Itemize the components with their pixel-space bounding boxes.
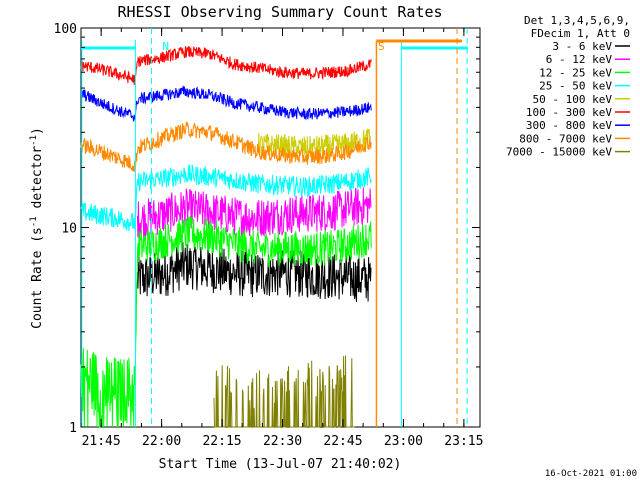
legend-entry-label: 3 - 6 keV	[552, 40, 612, 53]
legend-entry-label: 6 - 12 keV	[546, 53, 613, 66]
y-tick-label: 100	[54, 22, 77, 37]
series-line	[80, 164, 372, 232]
series-line	[257, 128, 372, 159]
legend-header: FDecim 1, Att 0	[531, 27, 630, 40]
y-label-mid: detector	[30, 146, 45, 217]
legend-entry-label: 800 - 7000 keV	[519, 132, 612, 145]
series-line	[80, 46, 372, 86]
x-tick-label: 22:45	[323, 434, 362, 449]
x-tick-label: 21:45	[82, 434, 121, 449]
legend-entry-label: 25 - 50 keV	[539, 80, 612, 93]
axis-layer: 1 10 100 21:45 22:00 22:15 22:30 22:45 23:00 23:1…	[54, 22, 484, 449]
y-label-sup1: -1	[29, 216, 39, 227]
series-line	[80, 85, 372, 122]
y-axis-label: Count Rate (s-1 detector-1)	[29, 127, 45, 329]
series-line	[80, 216, 372, 428]
x-tick-label: 23:00	[384, 434, 423, 449]
y-label-main: Count Rate (s	[30, 227, 45, 329]
annotation-label: N	[162, 40, 169, 53]
x-axis-label: Start Time (13-Jul-07 21:40:02)	[159, 457, 402, 472]
x-tick-label: 22:00	[142, 434, 181, 449]
legend-entry-label: 100 - 300 keV	[526, 106, 612, 119]
legend-entry-label: 7000 - 15000 keV	[506, 146, 612, 159]
chart-title: RHESSI Observing Summary Count Rates	[117, 3, 442, 21]
series-line	[80, 121, 372, 172]
legend-header: Det 1,3,4,5,6,9,	[524, 14, 630, 27]
y-label-sup2: -1	[29, 135, 39, 146]
series-line	[136, 187, 372, 239]
legend-entry-label: 300 - 800 keV	[526, 119, 612, 132]
series-line	[213, 355, 355, 428]
y-tick-label: 10	[61, 222, 77, 237]
y-tick-label: 1	[69, 421, 77, 436]
legend-entry-label: 50 - 100 keV	[533, 93, 613, 106]
x-tick-label: 22:15	[202, 434, 241, 449]
footer-timestamp: 16-Oct-2021 01:00	[545, 469, 637, 479]
annotation-label: S	[378, 40, 385, 53]
legend-entry-label: 12 - 25 keV	[539, 66, 612, 79]
legend: Det 1,3,4,5,6,9,FDecim 1, Att 03 - 6 keV…	[506, 14, 630, 159]
y-label-end: )	[30, 127, 45, 135]
x-tick-label: 23:15	[444, 434, 483, 449]
x-tick-label: 22:30	[263, 434, 302, 449]
